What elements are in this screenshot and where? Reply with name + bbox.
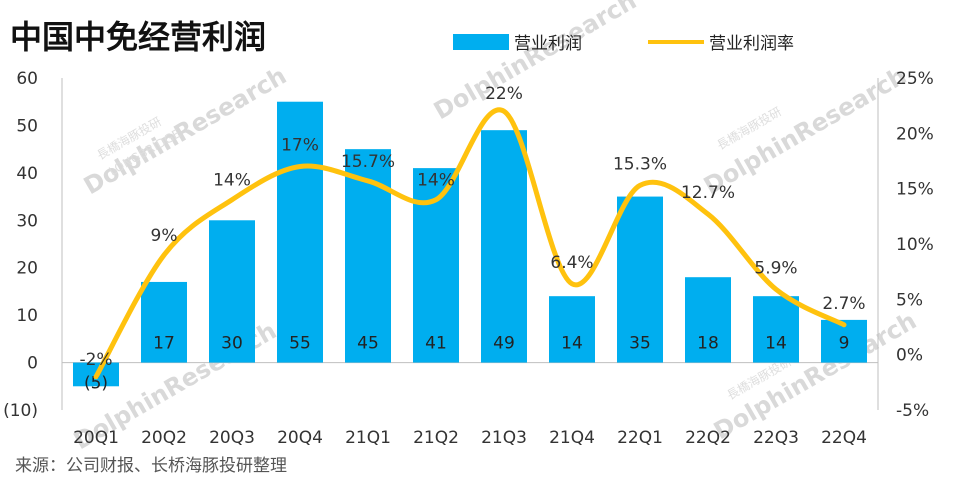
- right-tick-label: 5%: [896, 290, 923, 310]
- rate-value-label: 12.7%: [681, 183, 735, 203]
- rate-line: [93, 107, 847, 380]
- bar-value-label: 35: [629, 334, 651, 354]
- rate-value-label: 14%: [417, 171, 455, 191]
- left-tick-label: 40: [16, 164, 38, 184]
- category-label: 22Q4: [821, 428, 867, 448]
- bar-value-label: 55: [289, 334, 311, 354]
- legend-line-label: 营业利润率: [709, 34, 794, 54]
- watermark-main: DolphinResearch: [79, 62, 291, 201]
- bar-value-label: 41: [425, 334, 447, 354]
- legend-bar-label: 营业利润: [514, 34, 582, 54]
- rate-value-label: 14%: [213, 171, 251, 191]
- rate-value-label: 9%: [151, 226, 178, 246]
- bar-22Q1: [617, 196, 663, 363]
- bar-21Q4: [549, 296, 595, 363]
- rate-value-label: 5.9%: [754, 258, 797, 278]
- rate-value-label: 15.3%: [613, 154, 667, 174]
- left-tick-label: 10: [16, 306, 38, 326]
- category-label: 20Q4: [277, 428, 323, 448]
- bar-20Q3: [209, 220, 255, 363]
- left-tick-label: 0: [27, 354, 38, 374]
- bar-value-label: 45: [357, 334, 379, 354]
- right-axis: -5% 0% 5% 10% 15% 20% 25%: [896, 69, 934, 421]
- bar-value-label: 14: [561, 334, 583, 354]
- right-tick-label: 10%: [896, 235, 934, 255]
- rate-value-label: -2%: [79, 350, 112, 370]
- category-label: 21Q3: [481, 428, 527, 448]
- bar-value-label: 18: [697, 334, 719, 354]
- legend: 营业利润 营业利润率: [453, 34, 794, 54]
- rate-value-label: 2.7%: [822, 294, 865, 314]
- chart-title: 中国中免经营利润: [10, 18, 266, 56]
- left-tick-label: 30: [16, 211, 38, 231]
- category-label: 22Q1: [617, 428, 663, 448]
- rate-labels: -2% 9% 14% 17% 15.7% 14% 22% 6.4% 15.3% 12.7% 5.9%…: [79, 84, 865, 370]
- category-label: 20Q3: [209, 428, 255, 448]
- bar-value-label: 9: [839, 334, 850, 354]
- rate-value-label: 17%: [281, 136, 319, 156]
- bar-22Q3: [753, 296, 799, 363]
- left-tick-label: 50: [16, 116, 38, 136]
- bar-20Q4: [277, 101, 323, 363]
- left-axis: (10) 0 10 20 30 40 50 60: [3, 69, 38, 421]
- right-tick-label: -5%: [896, 401, 929, 421]
- bar-value-label: 14: [765, 334, 787, 354]
- right-tick-label: 0%: [896, 346, 923, 366]
- category-label: 20Q1: [73, 428, 119, 448]
- bar-value-label: 30: [221, 334, 243, 354]
- category-label: 22Q3: [753, 428, 799, 448]
- left-tick-label: 20: [16, 259, 38, 279]
- rate-value-label: 15.7%: [341, 152, 395, 172]
- bar-value-label: 49: [493, 334, 515, 354]
- line-series: [93, 107, 847, 380]
- bar-labels: (5) 17 30 55 45 41 49 14 35 18 14 9: [84, 334, 849, 394]
- category-label: 20Q2: [141, 428, 187, 448]
- bar-21Q3: [481, 130, 527, 363]
- source-note: 来源：公司财报、长桥海豚投研整理: [15, 456, 287, 476]
- watermark-main-5: DolphinResearch: [709, 307, 921, 446]
- category-label: 21Q2: [413, 428, 459, 448]
- right-tick-label: 25%: [896, 69, 934, 89]
- rate-value-label: 6.4%: [550, 253, 593, 273]
- bar-value-label: (5): [84, 373, 108, 393]
- bar-20Q2: [141, 281, 187, 363]
- legend-bar-swatch: [453, 34, 509, 50]
- category-label: 21Q4: [549, 428, 595, 448]
- left-tick-label: 60: [16, 69, 38, 89]
- category-labels: 20Q1 20Q2 20Q3 20Q4 21Q1 21Q2 21Q3 21Q4 22Q1 22Q2…: [73, 428, 867, 448]
- rate-value-label: 22%: [485, 84, 523, 104]
- axis-lines: [61, 78, 879, 410]
- bar-22Q2: [685, 277, 731, 363]
- category-label: 21Q1: [345, 428, 391, 448]
- right-tick-label: 20%: [896, 124, 934, 144]
- category-label: 22Q2: [685, 428, 731, 448]
- right-tick-label: 15%: [896, 180, 934, 200]
- left-tick-label: (10): [3, 401, 38, 421]
- watermark-main-3: DolphinResearch: [429, 0, 641, 125]
- bar-value-label: 17: [153, 334, 175, 354]
